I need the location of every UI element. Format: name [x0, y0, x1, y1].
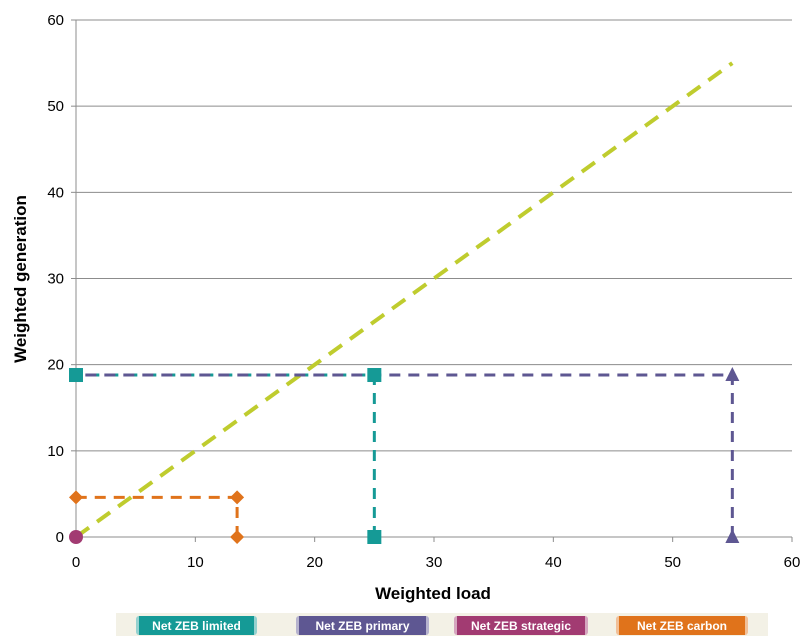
y-tick-label: 30: [47, 271, 64, 288]
data-point-circle: [69, 530, 83, 544]
x-tick-label: 40: [545, 554, 562, 571]
data-point-diamond: [69, 490, 83, 505]
data-marks: [69, 61, 740, 544]
x-tick-label: 30: [426, 554, 443, 571]
y-tick-label: 0: [56, 529, 64, 546]
x-tick-label: 50: [664, 554, 681, 571]
data-point-square: [367, 530, 382, 544]
y-tick-label: 20: [47, 357, 64, 374]
x-tick-label: 20: [306, 554, 323, 571]
axes: [71, 19, 793, 542]
y-tick-label: 10: [47, 443, 64, 460]
tick-labels: 0 10 20 30 40 50 60 0 10 20 30 40 50 60: [47, 12, 800, 571]
x-tick-label: 10: [187, 554, 204, 571]
reference-line: [74, 61, 734, 539]
legend: Net ZEB limited Net ZEB primary Net ZEB st…: [116, 613, 768, 636]
y-tick-label: 40: [47, 184, 64, 201]
data-point-square: [69, 368, 83, 383]
x-axis-title: Weighted load: [375, 584, 491, 603]
legend-item: Net ZEB carbon: [616, 616, 748, 635]
y-tick-label: 60: [47, 12, 64, 29]
legend-item: Net ZEB strategic: [454, 616, 588, 635]
data-point-triangle: [725, 529, 740, 543]
legend-item: Net ZEB limited: [136, 616, 257, 635]
legend-item: Net ZEB primary: [296, 616, 429, 635]
x-tick-label: 60: [784, 554, 801, 571]
data-point-triangle: [725, 367, 740, 382]
data-point-diamond: [230, 530, 245, 544]
y-axis-title: Weighted generation: [11, 195, 30, 363]
gridlines: [76, 19, 792, 452]
y-tick-label: 50: [47, 98, 64, 115]
x-tick-label: 0: [72, 554, 80, 571]
data-point-square: [367, 368, 382, 383]
series-line: [76, 373, 734, 537]
chart-plot: 0 10 20 30 40 50 60 0 10 20 30 40 50 60 Weighted load…: [11, 12, 800, 603]
series-line: [76, 373, 376, 537]
data-point-diamond: [230, 490, 245, 505]
